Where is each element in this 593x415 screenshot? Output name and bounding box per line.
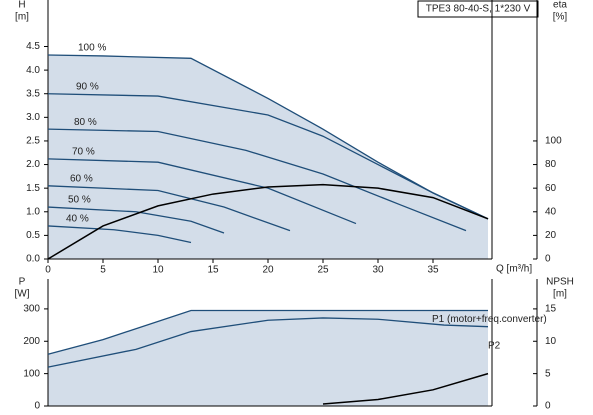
operating-area: [48, 310, 488, 406]
x-tick-label: 10: [152, 265, 164, 276]
y-tick-label: 2.0: [26, 159, 40, 170]
y2-tick-label: 40: [545, 206, 557, 217]
x-tick-label: 15: [207, 265, 219, 276]
y-label: P: [19, 277, 26, 288]
x-tick-label: 0: [45, 265, 51, 276]
x-tick-label: 30: [372, 265, 384, 276]
x-tick-label: 25: [317, 265, 329, 276]
curve-label: 100 %: [78, 43, 106, 54]
y2-unit: [%]: [553, 12, 568, 23]
y2-tick-label: 15: [545, 304, 557, 315]
y-tick-label: 300: [23, 304, 40, 315]
curve-label: 40 %: [66, 214, 89, 225]
y2-tick-label: 0: [545, 254, 551, 265]
curve-label: 80 %: [74, 117, 97, 128]
y2-tick-label: 100: [545, 136, 562, 147]
curve: [47, 309, 488, 355]
curve-label: 50 %: [68, 195, 91, 206]
y-tick-label: 1.5: [26, 183, 40, 194]
y-tick-label: 4.0: [26, 65, 40, 76]
curve-label: P2: [488, 340, 501, 351]
curve: [47, 206, 225, 234]
y2-tick-label: 0: [545, 401, 551, 412]
y2-tick-label: 80: [545, 159, 557, 170]
y2-tick-label: 10: [545, 336, 557, 347]
curve-label: 70 %: [72, 147, 95, 158]
y-tick-label: 2.5: [26, 136, 40, 147]
y-tick-label: 0.5: [26, 230, 40, 241]
label-box: [417, 0, 539, 18]
y-tick-label: 1.0: [26, 206, 40, 217]
y-unit: [W]: [15, 289, 30, 300]
y-tick-label: 200: [23, 336, 40, 347]
y-label: H: [18, 0, 25, 11]
y-unit: [m]: [15, 12, 29, 23]
curve: [47, 183, 489, 260]
y2-label: NPSH: [546, 277, 574, 288]
curve: [47, 158, 357, 225]
y-tick-label: 4.5: [26, 41, 40, 52]
x-tick-label: 5: [100, 265, 106, 276]
x-tick-label: 35: [427, 265, 439, 276]
y-tick-label: 3.5: [26, 88, 40, 99]
x-label: Q [m³/h]: [496, 264, 532, 275]
y2-unit: [m]: [553, 289, 567, 300]
y-tick-label: 0: [34, 401, 40, 412]
curve: [322, 372, 489, 405]
y2-tick-label: 5: [545, 368, 551, 379]
curve: [47, 225, 192, 244]
x-tick-label: 20: [262, 265, 274, 276]
curve: [47, 128, 467, 232]
y2-tick-label: 20: [545, 230, 557, 241]
curve: [47, 93, 489, 220]
curve-label: 90 %: [76, 81, 99, 92]
y-tick-label: 100: [23, 368, 40, 379]
y2-label: eta: [553, 0, 567, 11]
curve-label: P1 (motor+freq.converter): [432, 314, 547, 325]
box-label: TPE3 80-40-S, 1*230 V: [426, 4, 531, 15]
y2-tick-label: 60: [545, 183, 557, 194]
curve-label: 60 %: [70, 173, 93, 184]
y-tick-label: 0.0: [26, 254, 40, 265]
y-tick-label: 3.0: [26, 112, 40, 123]
curve: [47, 317, 489, 368]
